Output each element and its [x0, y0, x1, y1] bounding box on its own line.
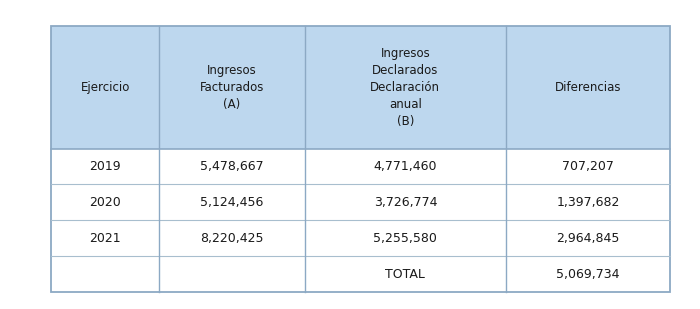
Bar: [51, 149, 160, 184]
Bar: [160, 256, 304, 292]
Bar: [51, 26, 160, 149]
Text: 1,397,682: 1,397,682: [556, 196, 620, 209]
Bar: [304, 220, 506, 256]
Text: Ingresos
Declarados
Declaración
anual
(B): Ingresos Declarados Declaración anual (B…: [370, 47, 440, 128]
Text: TOTAL: TOTAL: [386, 268, 426, 281]
Bar: [51, 256, 160, 292]
Text: 5,124,456: 5,124,456: [200, 196, 264, 209]
Text: 5,069,734: 5,069,734: [556, 268, 620, 281]
Bar: [51, 26, 670, 292]
Text: 5,255,580: 5,255,580: [373, 232, 438, 245]
Bar: [506, 256, 670, 292]
Text: 2021: 2021: [90, 232, 121, 245]
Bar: [304, 184, 506, 220]
Text: Ingresos
Facturados
(A): Ingresos Facturados (A): [200, 64, 265, 111]
Text: 8,220,425: 8,220,425: [200, 232, 264, 245]
Bar: [506, 220, 670, 256]
Text: 2020: 2020: [90, 196, 121, 209]
Bar: [160, 149, 304, 184]
Text: Diferencias: Diferencias: [554, 81, 621, 94]
Bar: [160, 220, 304, 256]
Bar: [506, 184, 670, 220]
Bar: [304, 149, 506, 184]
Text: 2019: 2019: [90, 160, 121, 173]
Text: 2,964,845: 2,964,845: [556, 232, 620, 245]
Text: Ejercicio: Ejercicio: [80, 81, 130, 94]
Bar: [51, 220, 160, 256]
Bar: [160, 184, 304, 220]
Text: 3,726,774: 3,726,774: [374, 196, 437, 209]
Text: 5,478,667: 5,478,667: [200, 160, 264, 173]
Bar: [160, 26, 304, 149]
Bar: [506, 26, 670, 149]
Text: 707,207: 707,207: [562, 160, 614, 173]
Bar: [506, 149, 670, 184]
Bar: [304, 26, 506, 149]
Bar: [51, 184, 160, 220]
Text: 4,771,460: 4,771,460: [374, 160, 437, 173]
Bar: [304, 256, 506, 292]
